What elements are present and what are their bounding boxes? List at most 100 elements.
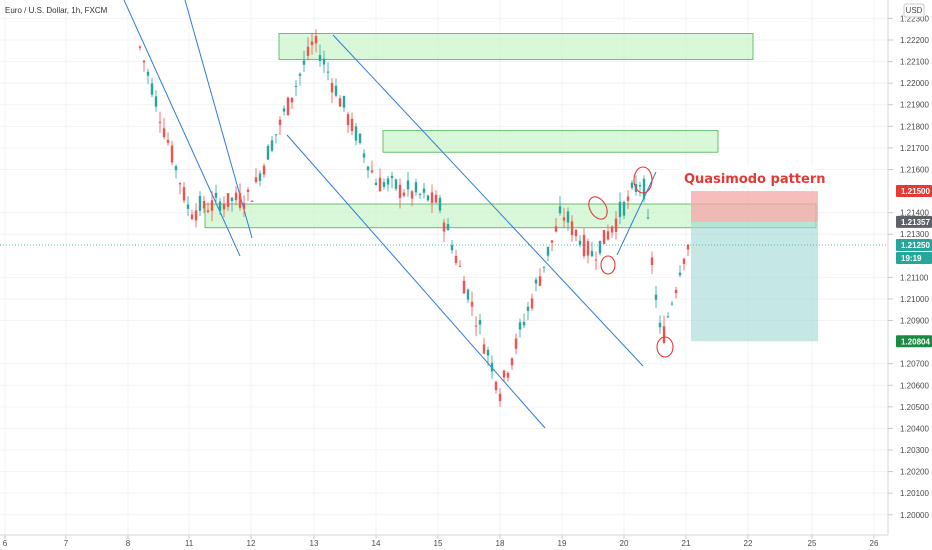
candle-body — [318, 55, 322, 61]
time-axis[interactable]: 6 7 8 11 12 13 14 15 18 19 20 21 22 25 26 — [3, 535, 879, 548]
candle-body — [630, 182, 634, 188]
candle-body — [166, 139, 170, 143]
trend-line — [123, 0, 241, 257]
candle-body — [278, 119, 282, 126]
candle-body — [658, 322, 662, 328]
candle-body — [270, 140, 274, 151]
candle-body — [286, 97, 290, 116]
y-tick-label: 1.21300 — [900, 230, 929, 239]
candle-body — [490, 362, 494, 372]
y-tick-label: 1.22200 — [900, 36, 929, 45]
x-tick-label: 22 — [744, 539, 753, 548]
candle-body — [178, 183, 182, 185]
price-tag — [896, 185, 932, 198]
y-tick-label: 1.21600 — [900, 165, 929, 174]
candle-body — [154, 96, 158, 107]
price-tag-label: 1.20804 — [901, 337, 930, 346]
y-tick-label: 1.21700 — [900, 144, 929, 153]
candle-body — [194, 210, 198, 221]
candle-body — [546, 246, 550, 256]
candle-body — [542, 266, 546, 268]
pattern-label: Quasimodo pattern — [684, 172, 826, 187]
candle-body — [666, 316, 670, 318]
candle-body — [366, 166, 370, 171]
supply-zone-mid — [382, 130, 719, 153]
y-tick-label: 1.21800 — [900, 122, 929, 131]
candle-body — [650, 257, 654, 266]
candle-body — [478, 320, 482, 325]
candle-body — [206, 210, 210, 212]
price-tag — [896, 335, 932, 348]
candles — [138, 29, 690, 407]
candle-body — [566, 211, 570, 223]
candle-body — [610, 226, 614, 233]
candle-body — [654, 294, 658, 300]
candle-body — [406, 180, 410, 190]
price-tag-label: 1.21357 — [901, 218, 930, 227]
chart-title: Euro / U.S. Dollar, 1h, FXCM — [5, 6, 108, 15]
candle-body — [438, 197, 442, 211]
zones — [0, 33, 888, 342]
candle-body — [642, 178, 646, 200]
trend-line — [616, 171, 657, 256]
candle-body — [466, 289, 470, 300]
candle-body — [474, 325, 478, 327]
candle-body — [294, 85, 298, 87]
pattern-marker-ellipse — [633, 166, 653, 194]
candle-body — [434, 194, 438, 203]
candle-body — [374, 182, 378, 186]
candle-body — [626, 196, 630, 201]
candle-body — [274, 134, 278, 136]
candle-body — [486, 349, 490, 356]
x-tick-label: 18 — [496, 539, 505, 548]
candle-body — [306, 46, 310, 56]
candle-body — [390, 175, 394, 179]
y-tick-label: 1.20100 — [900, 489, 929, 498]
pattern-markers — [588, 166, 674, 358]
y-tick-label: 1.20500 — [900, 403, 929, 412]
candle-body — [378, 177, 382, 192]
x-tick-label: 19 — [558, 539, 567, 548]
candle-body — [450, 245, 454, 251]
candle-body — [618, 201, 622, 217]
candle-body — [686, 244, 690, 250]
candle-body — [162, 128, 166, 138]
candle-body — [482, 344, 486, 354]
candle-body — [414, 182, 418, 193]
candle-body — [430, 192, 434, 203]
candle-body — [498, 393, 502, 402]
candle-body — [234, 192, 238, 201]
candle-body — [350, 118, 354, 132]
candle-body — [386, 178, 390, 185]
candle-body — [670, 303, 674, 305]
currency-badge[interactable] — [903, 3, 925, 18]
candle-body — [258, 173, 262, 181]
y-tick-label: 1.20000 — [900, 511, 929, 520]
candle-body — [518, 322, 522, 330]
y-tick-label: 1.21400 — [900, 209, 929, 218]
y-tick-label: 1.21000 — [900, 295, 929, 304]
price-axis[interactable]: 1.22300 1.22200 1.22100 1.22000 1.21900 1.218… — [888, 14, 929, 520]
candle-body — [242, 203, 246, 210]
pattern-marker-ellipse — [656, 336, 674, 358]
y-tick-label: 1.21100 — [900, 273, 929, 282]
candle-body — [226, 193, 230, 208]
candle-body — [150, 83, 154, 95]
candle-body — [622, 201, 626, 216]
candle-body — [338, 98, 342, 107]
x-tick-label: 11 — [185, 539, 194, 548]
candle-body — [182, 187, 186, 201]
y-tick-label: 1.20900 — [900, 317, 929, 326]
candle-body — [494, 381, 498, 391]
candle-body — [314, 36, 318, 44]
y-tick-label: 1.22000 — [900, 79, 929, 88]
x-tick-label: 13 — [310, 539, 319, 548]
candle-body — [522, 322, 526, 326]
pattern-marker-ellipse — [600, 255, 616, 275]
x-tick-label: 8 — [126, 539, 131, 548]
x-tick-label: 7 — [64, 539, 69, 548]
stop-loss-zone — [691, 191, 818, 222]
price-tag — [896, 239, 932, 252]
candle-body — [158, 121, 162, 123]
